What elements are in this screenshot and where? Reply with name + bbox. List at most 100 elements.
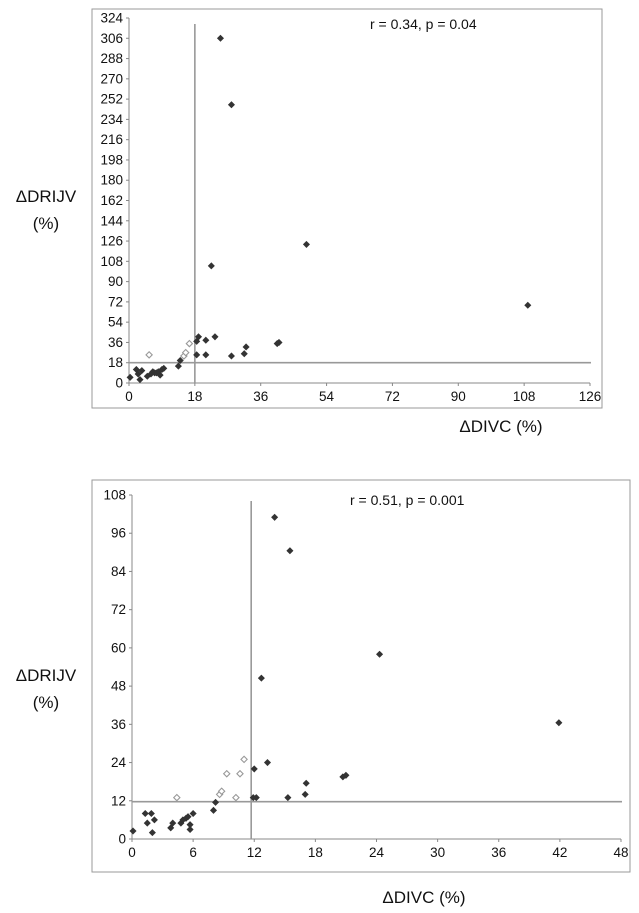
scatter-point-open [217, 787, 226, 796]
scatter-point-filled [136, 376, 144, 384]
chart-2-y-title-line2: (%) [33, 693, 59, 712]
y-tick-label: 90 [108, 274, 123, 289]
x-tick-label: 72 [385, 389, 400, 404]
scatter-point-filled [202, 336, 210, 344]
chart-panel-2: r = 0.51, p = 0.001 ΔDRIJV (%) ΔDIVC (%)… [16, 479, 631, 907]
scatter-point-open [172, 793, 181, 802]
scatter-point-filled [150, 816, 158, 824]
x-tick-label: 18 [308, 845, 323, 860]
scatter-point-filled [216, 34, 224, 42]
y-tick-label: 270 [100, 71, 123, 86]
y-tick-label: 198 [100, 152, 123, 167]
chart-1-y-title-line2: (%) [33, 214, 59, 233]
scatter-point-filled [129, 827, 137, 835]
chart-1-x-title: ΔDIVC (%) [459, 417, 542, 436]
y-tick-label: 36 [108, 335, 123, 350]
x-tick-label: 6 [189, 845, 197, 860]
scatter-point-open [236, 769, 244, 778]
y-tick-label: 234 [100, 112, 123, 127]
scatter-point-filled [134, 370, 142, 378]
scatter-point-open [181, 348, 190, 357]
chart-1-annotation: r = 0.34, p = 0.04 [370, 16, 477, 32]
scatter-point-filled [555, 719, 563, 727]
y-tick-label: 72 [111, 602, 126, 617]
scatter-point-filled [160, 364, 168, 372]
scatter-point-filled [342, 771, 350, 779]
scatter-point-open [240, 755, 248, 764]
scatter-point-filled [302, 240, 310, 248]
scatter-point-filled [212, 798, 220, 806]
y-tick-label: 18 [108, 355, 123, 370]
scatter-point-filled [202, 351, 210, 359]
scatter-point-filled [302, 779, 310, 787]
y-tick-label: 60 [111, 640, 126, 655]
chart-2-frame [91, 479, 631, 873]
x-tick-label: 0 [128, 845, 136, 860]
scatter-point-filled [141, 809, 149, 818]
scatter-point-filled [301, 790, 309, 798]
x-tick-label: 36 [491, 845, 506, 860]
scatter-point-filled [376, 650, 384, 658]
chart-panel-1: r = 0.34, p = 0.04 ΔDRIJV (%) ΔDIVC (%) … [16, 8, 603, 436]
scatter-point-filled [250, 765, 258, 773]
chart-2-annotation: r = 0.51, p = 0.001 [350, 492, 465, 508]
chart-1-y-title-line1: ΔDRIJV [16, 187, 77, 206]
scatter-point-filled [271, 513, 279, 521]
chart-2-y-title-line1: ΔDRIJV [16, 666, 77, 685]
x-tick-label: 108 [513, 389, 536, 404]
y-tick-label: 162 [100, 193, 123, 208]
y-tick-label: 108 [103, 488, 126, 503]
x-tick-label: 12 [247, 845, 262, 860]
scatter-point-filled [143, 819, 151, 827]
scatter-point-filled [169, 819, 177, 827]
x-tick-label: 18 [187, 389, 202, 404]
scatter-point-filled [193, 351, 201, 359]
x-tick-label: 36 [253, 389, 268, 404]
y-tick-label: 126 [100, 234, 123, 249]
scatter-point-filled [263, 759, 272, 767]
chart-1-frame [91, 8, 603, 409]
y-tick-label: 84 [111, 564, 127, 579]
y-tick-label: 54 [108, 315, 124, 330]
y-tick-label: 72 [108, 294, 123, 309]
scatter-point-filled [240, 350, 248, 358]
y-tick-label: 24 [111, 755, 127, 770]
y-tick-label: 288 [100, 51, 123, 66]
scatter-point-filled [186, 825, 194, 833]
scatter-point-open [185, 339, 194, 348]
y-tick-label: 252 [100, 92, 123, 107]
scatter-point-filled [156, 371, 164, 379]
y-tick-label: 48 [111, 679, 126, 694]
chart-1-plot-area: 0183654729010812614416218019821623425227… [100, 11, 601, 405]
x-tick-label: 54 [319, 389, 335, 404]
scatter-point-filled [147, 809, 155, 818]
chart-2-plot-area: 0 12 24 36 48 60 72 84 96 108 0 6 12 18 24 30 36 42 48 [103, 488, 628, 861]
x-tick-label: 30 [430, 845, 445, 860]
scatter-point-filled [167, 824, 175, 832]
scatter-point-filled [524, 301, 532, 309]
scatter-point-filled [184, 813, 192, 821]
scatter-point-filled [176, 356, 184, 364]
y-tick-label: 306 [100, 31, 123, 46]
scatter-point-filled [284, 794, 292, 802]
scatter-point-filled [207, 262, 215, 270]
scatter-point-filled [126, 373, 134, 381]
x-tick-label: 126 [579, 389, 602, 404]
y-tick-label: 216 [100, 132, 123, 147]
y-tick-label: 0 [118, 832, 126, 847]
y-tick-label: 108 [100, 254, 123, 269]
scatter-point-filled [252, 794, 260, 802]
scatter-point-filled [211, 333, 219, 341]
scatter-point-filled [227, 101, 235, 109]
x-tick-label: 24 [369, 845, 385, 860]
scatter-point-filled [193, 337, 201, 345]
scatter-point-open [232, 793, 240, 802]
x-tick-label: 90 [451, 389, 466, 404]
scatter-point-filled [174, 362, 182, 370]
scatter-point-open [222, 769, 231, 778]
x-tick-label: 0 [125, 389, 133, 404]
scatter-point-filled [242, 343, 250, 351]
scatter-point-filled [148, 829, 156, 837]
y-tick-label: 180 [100, 173, 123, 188]
